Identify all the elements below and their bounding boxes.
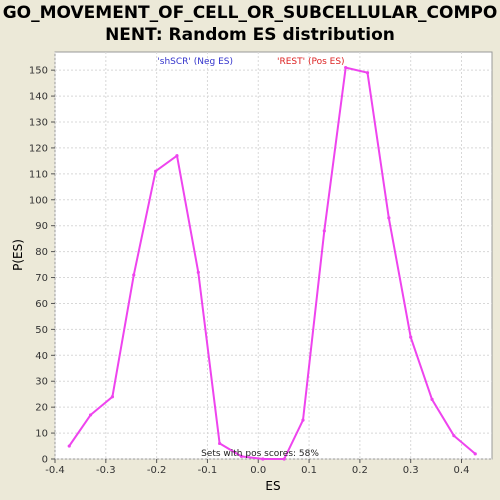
data-point — [175, 154, 179, 158]
data-point — [88, 413, 93, 417]
plot-area — [54, 51, 493, 460]
y-tick-label: 10 — [35, 429, 48, 440]
data-point — [110, 395, 115, 399]
y-tick-label: 0 — [42, 455, 48, 466]
x-tick-label: 0.2 — [352, 465, 368, 476]
data-point — [196, 270, 200, 274]
x-axis-label: ES — [265, 479, 280, 493]
y-axis-ticks: 0 10 20 30 40 50 60 70 80 90 100 110 120 130 140 150 — [29, 66, 55, 466]
x-tick-label: 0.4 — [454, 465, 470, 476]
y-tick-label: 90 — [35, 221, 48, 232]
chart-title-line-2: NENT: Random ES distribution — [105, 25, 395, 45]
data-point — [452, 434, 456, 438]
y-tick-label: 20 — [35, 403, 48, 414]
x-tick-label: 0.1 — [301, 465, 317, 476]
y-axis-label: P(ES) — [11, 239, 25, 271]
data-point — [218, 441, 222, 446]
grid-lines — [54, 52, 492, 460]
y-tick-label: 60 — [35, 299, 48, 310]
data-point — [67, 444, 71, 448]
x-axis-ticks: -0.4 -0.3 -0.2 -0.1 0.0 0.1 0.2 0.3 0.4 — [45, 459, 469, 476]
x-tick-label: 0.3 — [403, 465, 419, 476]
data-point — [132, 273, 136, 277]
data-point — [430, 397, 434, 401]
x-tick-label: -0.3 — [96, 465, 116, 476]
y-tick-label: 80 — [35, 247, 48, 258]
y-tick-label: 70 — [35, 273, 48, 284]
x-tick-label: -0.2 — [147, 465, 167, 476]
chart-title: GO_MOVEMENT_OF_CELL_OR_SUBCELLULAR_COMPO… — [0, 2, 500, 46]
data-point — [409, 335, 413, 339]
data-point — [301, 418, 305, 422]
data-point — [282, 457, 286, 461]
data-point — [473, 452, 477, 456]
x-tick-label: 0.0 — [250, 465, 266, 476]
legend-neg: 'shSCR' (Neg ES) — [157, 57, 233, 67]
es-distribution-line — [68, 66, 476, 460]
data-point — [261, 457, 265, 461]
legend-pos: 'REST' (Pos ES) — [277, 57, 345, 67]
chart-title-line-1: GO_MOVEMENT_OF_CELL_OR_SUBCELLULAR_COMPO — [2, 3, 498, 23]
y-tick-label: 50 — [35, 325, 48, 336]
data-point — [365, 71, 370, 75]
y-tick-label: 130 — [29, 117, 48, 128]
data-point — [322, 229, 326, 233]
data-points — [67, 65, 477, 461]
y-tick-label: 110 — [29, 169, 48, 180]
y-tick-label: 100 — [29, 195, 48, 206]
pos-score-annotation: Sets with pos scores: 58% — [201, 449, 319, 459]
y-tick-label: 140 — [29, 92, 48, 103]
data-point — [154, 169, 158, 173]
data-point — [344, 65, 348, 70]
y-tick-label: 30 — [35, 377, 48, 388]
data-point — [239, 454, 244, 459]
y-tick-label: 120 — [29, 143, 48, 154]
data-point — [387, 216, 391, 220]
x-tick-label: -0.4 — [45, 465, 65, 476]
x-tick-label: -0.1 — [198, 465, 218, 476]
y-tick-label: 40 — [35, 351, 48, 362]
y-tick-label: 150 — [29, 66, 48, 77]
